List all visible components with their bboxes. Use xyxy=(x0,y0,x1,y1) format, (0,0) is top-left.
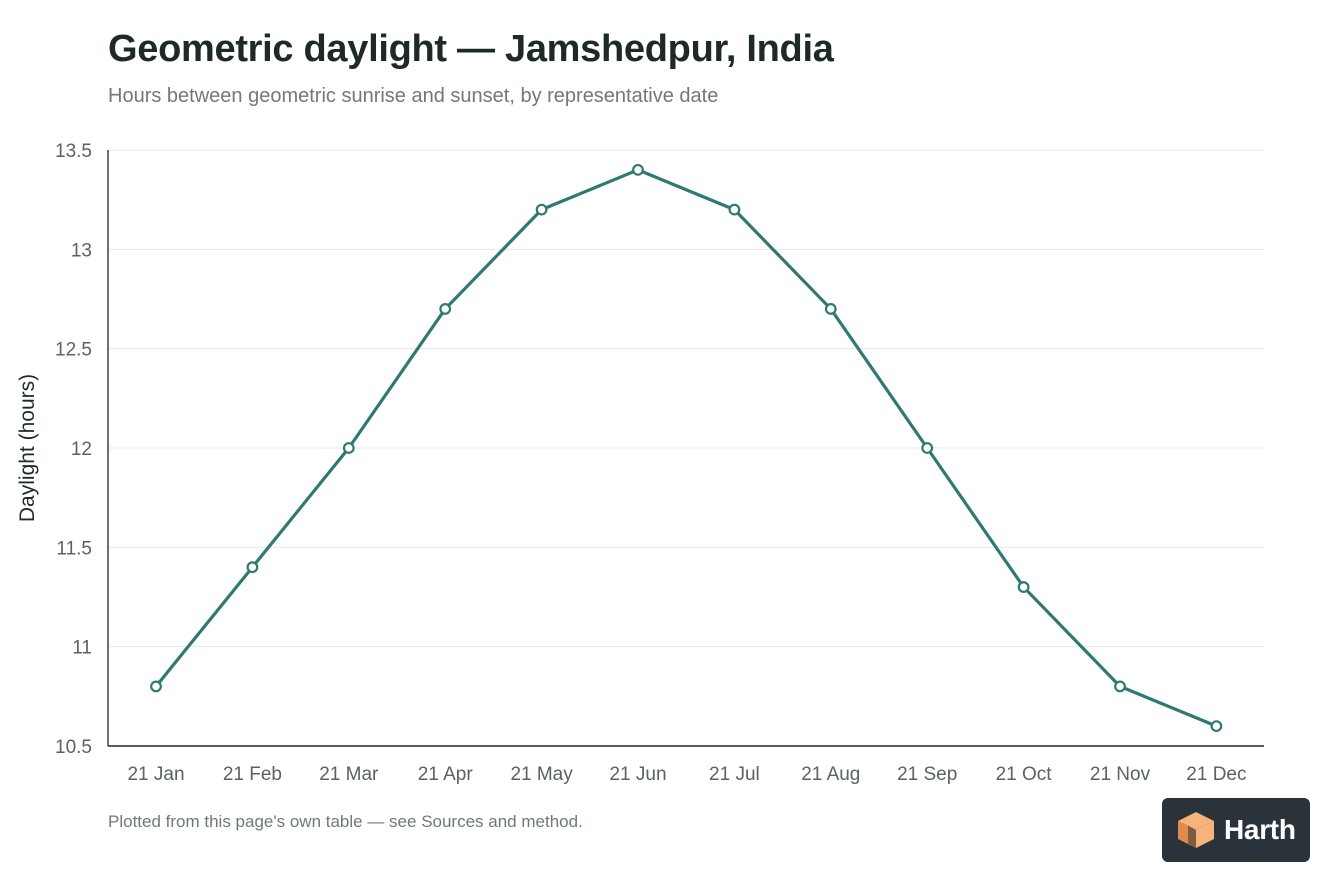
y-tick-label: 11 xyxy=(72,638,92,659)
x-tick-label: 21 Feb xyxy=(223,764,282,785)
x-tick-label: 21 Sep xyxy=(897,764,957,785)
x-tick-label: 21 Nov xyxy=(1090,764,1151,785)
data-point xyxy=(1210,720,1223,733)
data-points xyxy=(150,163,1223,733)
data-point xyxy=(150,680,162,693)
source-footnote: Plotted from this page's own table — see… xyxy=(108,812,583,831)
x-tick-label: 21 Oct xyxy=(996,764,1053,785)
gridlines xyxy=(108,149,1264,648)
brand-name: Harth xyxy=(1224,814,1296,845)
y-tick-label: 13.5 xyxy=(55,141,92,162)
axes xyxy=(107,150,1264,747)
x-tick-label: 21 Aug xyxy=(801,764,860,785)
brand-badge[interactable]: Harth xyxy=(1162,798,1310,862)
cube-logo-icon xyxy=(1178,812,1214,848)
x-tick-label: 21 Apr xyxy=(418,764,474,785)
y-tick-label: 10.5 xyxy=(55,737,92,758)
series-line xyxy=(154,168,1219,728)
data-point xyxy=(439,303,452,315)
chart-title: Geometric daylight — Jamshedpur, India xyxy=(108,28,834,70)
data-point xyxy=(1017,581,1030,593)
y-tick-label: 11.5 xyxy=(56,538,92,559)
y-tick-label: 13 xyxy=(71,240,92,261)
data-point xyxy=(632,163,644,176)
y-tick-label: 12 xyxy=(71,439,92,460)
data-series xyxy=(154,168,1219,728)
data-point xyxy=(535,203,548,216)
data-point xyxy=(246,561,259,574)
x-tick-label: 21 Jun xyxy=(609,764,666,785)
x-tick-labels: 21 Jan 21 Feb 21 Mar 21 Apr 21 May 21 Jun 21 J… xyxy=(127,764,1246,785)
x-tick-label: 21 Dec xyxy=(1186,764,1246,785)
y-tick-labels: 10.5 11 11.5 12 12.5 13 13.5 xyxy=(55,141,92,758)
chart-subtitle: Hours between geometric sunrise and suns… xyxy=(108,85,719,107)
data-point xyxy=(728,203,741,216)
y-axis-label: Daylight (hours) xyxy=(16,374,39,522)
data-point xyxy=(824,303,837,315)
data-point xyxy=(1114,680,1126,693)
y-tick-label: 12.5 xyxy=(55,340,92,361)
data-point xyxy=(921,442,934,454)
data-point xyxy=(342,442,355,454)
x-tick-label: 21 May xyxy=(510,764,573,785)
x-tick-label: 21 Jan xyxy=(127,764,184,785)
x-tick-label: 21 Mar xyxy=(319,764,379,785)
x-tick-label: 21 Jul xyxy=(709,764,760,785)
